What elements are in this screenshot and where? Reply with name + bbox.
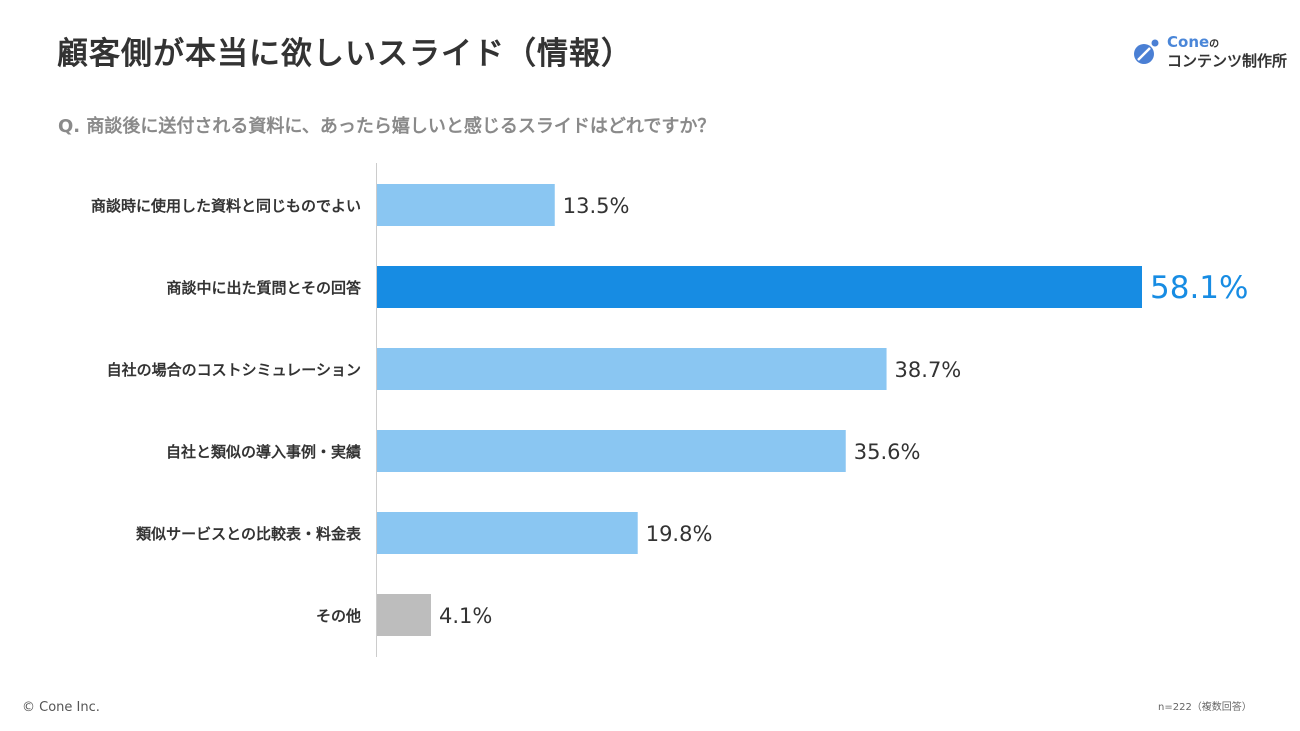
bar [377, 512, 638, 554]
category-label: 自社の場合のコストシミュレーション [107, 361, 361, 379]
bar [377, 184, 555, 226]
logo-subtitle: コンテンツ制作所 [1167, 52, 1288, 70]
bar [377, 348, 887, 390]
value-label: 13.5% [563, 194, 630, 218]
value-label: 19.8% [646, 522, 713, 546]
value-label: 4.1% [439, 604, 492, 628]
bar [377, 594, 431, 636]
value-label: 38.7% [895, 358, 962, 382]
category-label: その他 [316, 607, 361, 625]
category-label: 商談中に出た質問とその回答 [166, 279, 362, 297]
survey-question: Q. 商談後に送付される資料に、あったら嬉しいと感じるスライドはどれですか？ [58, 116, 716, 137]
bar [377, 266, 1142, 308]
logo-brand: Cone [1167, 33, 1210, 51]
value-label: 35.6% [854, 440, 921, 464]
bar [377, 430, 846, 472]
value-label: 58.1% [1150, 270, 1248, 306]
category-label: 類似サービスとの比較表・料金表 [135, 525, 362, 543]
category-label: 自社と類似の導入事例・実績 [166, 443, 361, 461]
logo-particle: の [1209, 39, 1220, 50]
sample-note: n=222（複数回答） [1158, 702, 1252, 713]
cone-logo-icon [1133, 39, 1159, 65]
copyright: © Cone Inc. [22, 700, 100, 715]
page-title: 顧客側が本当に欲しいスライド（情報） [57, 36, 633, 72]
category-label: 商談時に使用した資料と同じものでよい [91, 197, 361, 215]
logo: Coneの コンテンツ制作所 [1133, 34, 1287, 70]
